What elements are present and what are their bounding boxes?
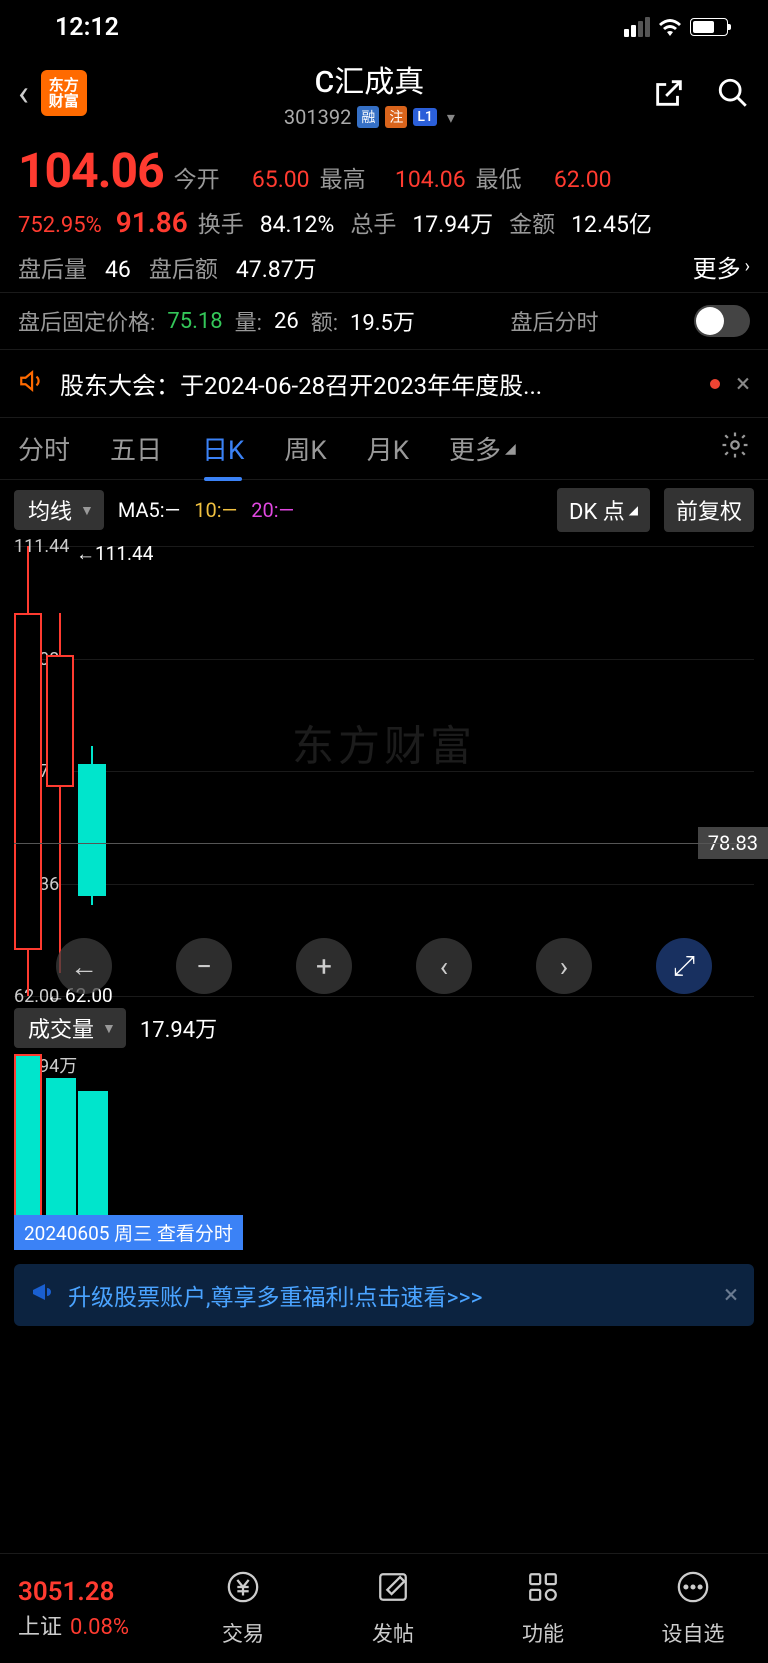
- after-volume: 46: [105, 256, 131, 283]
- candlestick-chart[interactable]: 东方财富111.4499.0886.7274.3662.00←111.44←62…: [14, 540, 754, 1002]
- badge: 注: [385, 106, 407, 128]
- index-name: 上证: [18, 1609, 62, 1641]
- next-button[interactable]: ›: [536, 938, 592, 994]
- amount: 12.45亿: [571, 205, 652, 239]
- watermark: 东方财富: [292, 713, 476, 774]
- volume-chart[interactable]: 17.94万20240605 周三 查看分时: [14, 1054, 754, 1250]
- nav-features[interactable]: 功能: [468, 1570, 618, 1648]
- battery-icon: [690, 18, 728, 36]
- volume-selector[interactable]: 成交量▼: [14, 1008, 126, 1048]
- nav-trade[interactable]: 交易: [168, 1570, 318, 1648]
- turnover: 84.12%: [260, 211, 335, 238]
- ma20-label: 20:—: [251, 498, 294, 522]
- chart-controls: ← − + ‹ › ⤢: [14, 938, 754, 994]
- signal-icon: [624, 17, 650, 37]
- megaphone-icon: [30, 1280, 54, 1310]
- after-amount: 47.87万: [236, 250, 317, 284]
- badge: L1: [413, 108, 437, 126]
- chevron-down-icon: ▾: [447, 108, 455, 127]
- tab-monthly[interactable]: 月K: [367, 430, 409, 467]
- index-price: 3051.28: [18, 1577, 168, 1607]
- after-amt: 19.5万: [350, 305, 415, 337]
- high-price: 104.06: [376, 166, 466, 193]
- more-button[interactable]: 更多›: [693, 249, 750, 284]
- wifi-icon: [658, 18, 682, 36]
- badge: 融: [357, 106, 379, 128]
- fq-button[interactable]: 前复权: [664, 488, 754, 532]
- header: ‹ 东方 财富 C汇成真 301392 融 注 L1 ▾: [0, 54, 768, 132]
- stock-code-row: 301392 融 注 L1 ▾: [99, 105, 640, 129]
- zoom-in-button[interactable]: +: [296, 938, 352, 994]
- status-right: [624, 17, 728, 37]
- news-banner[interactable]: 股东大会：于2024-06-28召开2023年年度股... ×: [0, 350, 768, 418]
- after-hours-toggle[interactable]: [694, 305, 750, 337]
- yen-icon: [226, 1570, 260, 1612]
- tab-more[interactable]: 更多◢: [449, 430, 516, 467]
- zoom-out-button[interactable]: −: [176, 938, 232, 994]
- nav-index[interactable]: 3051.28 上证 0.08%: [0, 1577, 168, 1641]
- dk-button[interactable]: DK 点◢: [557, 488, 650, 532]
- abs-change: 91.86: [116, 206, 188, 239]
- tab-5day[interactable]: 五日: [110, 430, 162, 467]
- nav-post[interactable]: 发帖: [318, 1570, 468, 1648]
- volume: 17.94万: [412, 205, 493, 239]
- nav-watchlist[interactable]: 设自选: [618, 1570, 768, 1648]
- index-pct: 0.08%: [70, 1615, 129, 1640]
- speaker-icon: [18, 368, 44, 400]
- share-icon[interactable]: [652, 76, 686, 110]
- date-tag[interactable]: 20240605 周三 查看分时: [14, 1215, 243, 1250]
- gear-icon[interactable]: [720, 430, 750, 467]
- status-bar: 12:12: [0, 0, 768, 54]
- volume-indicator-row: 成交量▼ 17.94万: [0, 1002, 768, 1054]
- bottom-nav: 3051.28 上证 0.08% 交易 发帖 功能 设自选: [0, 1553, 768, 1663]
- grid-icon: [526, 1570, 560, 1612]
- fullscreen-button[interactable]: ⤢: [656, 938, 712, 994]
- after-hours-row: 盘后固定价格: 75.18 量: 26 额: 19.5万 盘后分时: [0, 292, 768, 350]
- low-price: 62.00: [532, 166, 612, 193]
- more-icon: [676, 1570, 710, 1612]
- after-qty: 26: [274, 309, 299, 334]
- nav-left-button[interactable]: ←: [56, 938, 112, 994]
- volume-value: 17.94万: [140, 1012, 217, 1044]
- stock-code: 301392: [284, 105, 351, 129]
- tab-weekly[interactable]: 周K: [284, 430, 326, 467]
- pct-change: 752.95%: [18, 213, 102, 238]
- back-button[interactable]: ‹: [18, 72, 29, 114]
- last-price: 104.06: [18, 142, 164, 199]
- peak-label: ←111.44: [76, 542, 153, 566]
- after-fix-price: 75.18: [167, 309, 222, 334]
- ma10-label: 10:—: [194, 498, 237, 522]
- news-text: 股东大会：于2024-06-28召开2023年年度股...: [60, 366, 694, 401]
- clock: 12:12: [55, 13, 119, 42]
- stock-name: C汇成真: [99, 57, 640, 101]
- period-tabs: 分时 五日 日K 周K 月K 更多◢: [0, 418, 768, 480]
- indicator-row: 均线▼ MA5:— 10:— 20:— DK 点◢ 前复权: [0, 480, 768, 540]
- title-block[interactable]: C汇成真 301392 融 注 L1 ▾: [99, 57, 640, 129]
- new-dot-icon: [710, 379, 720, 389]
- close-icon[interactable]: ×: [724, 1280, 738, 1310]
- tab-minute[interactable]: 分时: [18, 430, 70, 467]
- ma-selector[interactable]: 均线▼: [14, 490, 104, 530]
- ma5-label: MA5:—: [118, 498, 180, 522]
- tab-daily[interactable]: 日K: [202, 430, 244, 467]
- promo-banner[interactable]: 升级股票账户,尊享多重福利!点击速看>>> ×: [14, 1264, 754, 1326]
- app-logo[interactable]: 东方 财富: [41, 70, 87, 116]
- edit-icon: [376, 1570, 410, 1612]
- search-icon[interactable]: [716, 76, 750, 110]
- close-icon[interactable]: ×: [736, 369, 750, 399]
- price-section: 104.06 今开65.00 最高104.06 最低62.00 752.95% …: [0, 132, 768, 292]
- prev-button[interactable]: ‹: [416, 938, 472, 994]
- promo-text: 升级股票账户,尊享多重福利!点击速看>>>: [68, 1278, 710, 1312]
- open-price: 65.00: [230, 166, 310, 193]
